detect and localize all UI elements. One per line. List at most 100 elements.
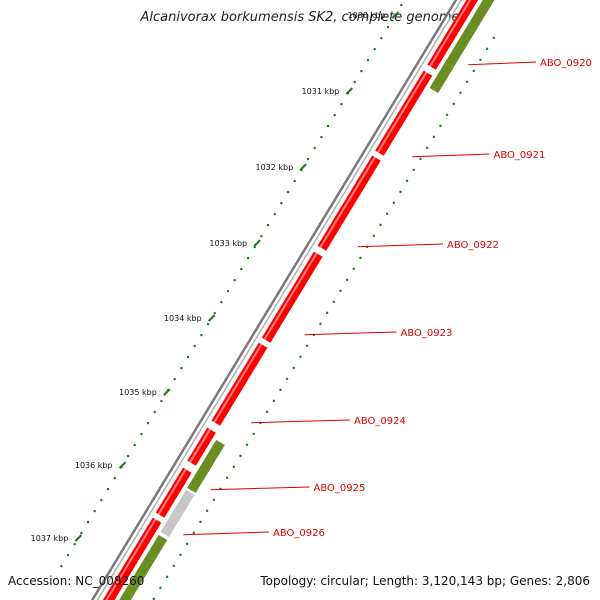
gc-dot (146, 421, 150, 425)
scale-tick-label: 1034 kbp (164, 314, 202, 323)
gc-dot (380, 36, 383, 40)
skew-dot (265, 410, 269, 414)
skew-dot (465, 80, 469, 84)
gene-leader-line (412, 153, 490, 158)
gc-dot (286, 190, 290, 194)
skew-dot (165, 575, 169, 579)
scale-tick-label: 1036 kbp (75, 461, 113, 470)
gene-highlight (105, 518, 157, 600)
skew-dot (325, 311, 329, 315)
gc-dot (100, 498, 103, 502)
gene-leader-line (304, 331, 397, 336)
backbone-line (90, 0, 458, 600)
gc-dot (153, 410, 156, 414)
forward-gene-track (102, 0, 479, 600)
skew-dot (412, 168, 415, 172)
skew-dot (179, 553, 182, 557)
forward-gene (317, 155, 381, 251)
skew-dot (232, 465, 235, 469)
backbone-line (96, 0, 463, 600)
gc-dot (60, 564, 63, 568)
skew-dot (319, 322, 322, 326)
skew-dot (339, 289, 342, 293)
gene-highlight (213, 343, 263, 423)
reverse-gene-track (119, 0, 495, 600)
gc-dot (200, 333, 203, 337)
gc-dot (233, 278, 236, 282)
forward-gene (187, 427, 216, 466)
gc-dot (186, 355, 190, 359)
scale-tick (207, 314, 216, 322)
gc-dot (246, 256, 250, 260)
forward-gene (375, 70, 433, 156)
scale-tick (253, 239, 261, 247)
gc-dot (113, 476, 116, 480)
gc-dot (366, 58, 370, 62)
gc-dot (280, 201, 283, 205)
forward-gene (155, 467, 192, 518)
gene-label: ABO_0922 (447, 240, 499, 251)
gene-highlight (377, 71, 428, 153)
skew-dot (345, 278, 349, 282)
gc-dot (80, 531, 83, 535)
gc-dot (333, 113, 336, 117)
gc-dot (213, 311, 216, 315)
gc-dot (240, 267, 243, 271)
gc-dot (293, 179, 296, 183)
gene-leader-line (468, 61, 537, 66)
skew-dot (359, 256, 362, 260)
skew-dot (212, 498, 215, 502)
skew-dot (185, 542, 189, 546)
skew-dot (292, 366, 295, 370)
gc-dot (73, 542, 76, 546)
gene-highlight (319, 156, 376, 248)
skew-dot (439, 124, 442, 128)
scale-tick-label: 1037 kbp (31, 534, 69, 543)
scale-tick-label: 1031 kbp (302, 87, 340, 96)
gc-dot (260, 234, 263, 238)
gc-dot (306, 157, 310, 161)
skew-dot (285, 377, 289, 381)
gene-highlight (263, 252, 318, 340)
gc-dot (93, 509, 96, 513)
gc-dot (386, 25, 390, 29)
skew-dot (419, 157, 422, 161)
scale-tick-label: 1033 kbp (209, 239, 247, 248)
gene-leader-line (251, 419, 351, 424)
gene-label: ABO_0924 (354, 416, 406, 427)
skew-dot (172, 564, 175, 568)
accession-text: Accession: NC_008260 (8, 574, 145, 588)
scale-tick (118, 461, 127, 469)
scale-tick (74, 534, 83, 542)
gc-dot (173, 377, 176, 381)
gc-dot (373, 47, 376, 51)
skew-dot (472, 69, 475, 73)
gene-label: ABO_0926 (273, 528, 325, 539)
skew-dot (252, 432, 255, 436)
gc-dot (160, 399, 163, 403)
gene-label: ABO_0925 (314, 483, 366, 494)
scale-tick (299, 163, 307, 171)
gc-dot (273, 212, 276, 216)
gc-dot (106, 487, 110, 491)
backbone-track (90, 0, 463, 600)
skew-dot (225, 476, 229, 480)
gene-highlight (189, 428, 211, 463)
skew-dot (379, 223, 382, 227)
skew-dot (272, 399, 275, 403)
skew-dot (199, 520, 202, 524)
pseudo-gene (160, 489, 195, 538)
skew-dot (385, 212, 389, 216)
gc-dot (133, 443, 136, 447)
skew-dot (279, 388, 282, 392)
skew-dot (152, 597, 155, 600)
gene-label: ABO_0920 (540, 58, 592, 69)
gene-leader-line (210, 486, 310, 491)
reverse-gene (187, 439, 225, 494)
gc-dot (400, 3, 403, 7)
skew-dot (245, 443, 249, 447)
gc-dot (253, 245, 256, 249)
gene-label: ABO_0923 (401, 328, 453, 339)
gc-dot (320, 135, 323, 139)
